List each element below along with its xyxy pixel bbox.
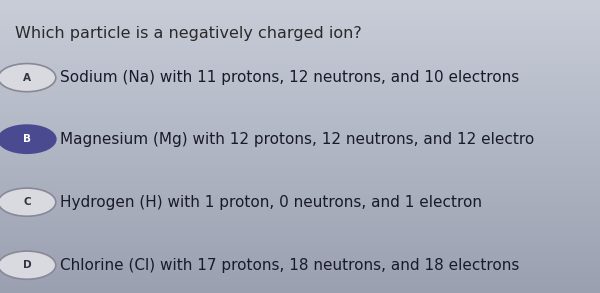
Text: Sodium (Na) with 11 protons, 12 neutrons, and 10 electrons: Sodium (Na) with 11 protons, 12 neutrons… bbox=[60, 70, 519, 85]
Circle shape bbox=[0, 64, 56, 92]
Text: A: A bbox=[23, 73, 31, 83]
Text: Chlorine (Cl) with 17 protons, 18 neutrons, and 18 electrons: Chlorine (Cl) with 17 protons, 18 neutro… bbox=[60, 258, 520, 273]
Text: D: D bbox=[23, 260, 31, 270]
Text: Which particle is a negatively charged ion?: Which particle is a negatively charged i… bbox=[15, 26, 362, 41]
Text: C: C bbox=[23, 197, 31, 207]
Text: Magnesium (Mg) with 12 protons, 12 neutrons, and 12 electro: Magnesium (Mg) with 12 protons, 12 neutr… bbox=[60, 132, 534, 147]
Circle shape bbox=[0, 251, 56, 279]
Circle shape bbox=[0, 125, 56, 153]
Text: B: B bbox=[23, 134, 31, 144]
Text: Hydrogen (H) with 1 proton, 0 neutrons, and 1 electron: Hydrogen (H) with 1 proton, 0 neutrons, … bbox=[60, 195, 482, 210]
Circle shape bbox=[0, 188, 56, 216]
